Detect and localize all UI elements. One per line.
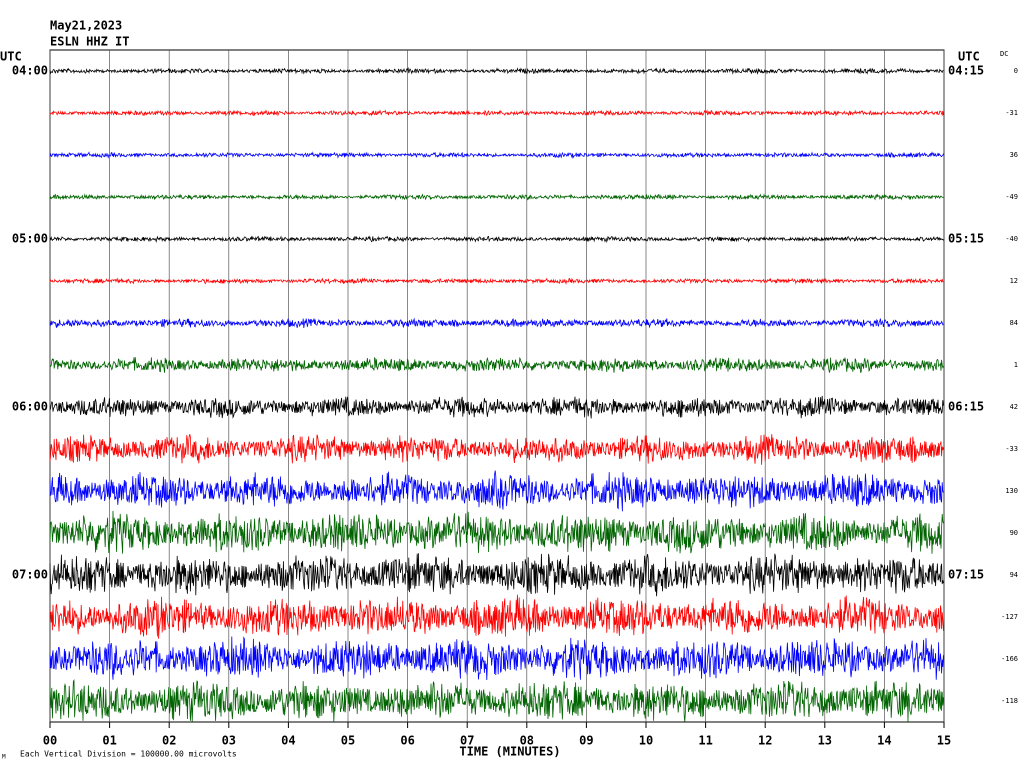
dc-label: DC [1000,50,1008,58]
x-tick-label: 00 [43,734,57,748]
right-time-label: 07:15 [948,568,984,582]
left-time-label: 06:00 [12,400,48,414]
dc-value: -40 [1005,235,1018,243]
dc-value: 0 [1014,67,1018,75]
dc-value: -49 [1005,193,1018,201]
left-time-label: 07:00 [12,568,48,582]
trace [49,553,944,597]
left-axis-label: UTC [0,50,22,64]
trace [49,317,944,329]
trace [49,235,944,244]
trace [49,66,944,75]
trace [49,109,944,117]
right-time-label: 04:15 [948,64,984,78]
dc-value: 36 [1010,151,1018,159]
dc-value: 84 [1010,319,1018,327]
trace [49,356,944,373]
trace [49,434,944,465]
dc-value: 42 [1010,403,1018,411]
right-time-label: 06:15 [948,400,984,414]
dc-value: 1 [1014,361,1018,369]
x-tick-label: 09 [579,734,593,748]
dc-value: -166 [1001,655,1018,663]
x-tick-label: 05 [341,734,355,748]
x-tick-label: 08 [520,734,534,748]
x-tick-label: 12 [758,734,772,748]
trace [49,636,944,681]
x-axis-label: TIME (MINUTES) [459,745,560,759]
footer: Each Vertical Division = 100000.00 micro… [20,750,237,759]
x-tick-label: 14 [877,734,891,748]
right-time-label: 05:15 [948,232,984,246]
dc-value: 94 [1010,571,1018,579]
x-tick-label: 13 [818,734,832,748]
dc-value: -118 [1001,697,1018,705]
x-tick-label: 04 [281,734,295,748]
dc-value: -31 [1005,109,1018,117]
right-axis-label: UTC [958,50,980,64]
dc-value: -33 [1005,445,1018,453]
x-tick-label: 10 [639,734,653,748]
corner-mark: M [2,754,6,761]
x-tick-label: 01 [102,734,116,748]
trace [49,510,944,554]
x-tick-label: 07 [460,734,474,748]
dc-value: 12 [1010,277,1018,285]
x-tick-label: 03 [222,734,236,748]
left-time-label: 04:00 [12,64,48,78]
x-tick-label: 11 [698,734,712,748]
left-time-label: 05:00 [12,232,48,246]
trace [49,193,944,201]
trace [49,470,944,512]
x-tick-label: 15 [937,734,951,748]
trace [49,151,944,159]
trace [49,395,944,419]
dc-value: -127 [1001,613,1018,621]
trace [49,277,944,285]
dc-value: 130 [1005,487,1018,495]
trace [49,594,944,639]
dc-value: 90 [1010,529,1018,537]
x-tick-label: 06 [400,734,414,748]
x-tick-label: 02 [162,734,176,748]
trace [49,679,944,723]
subtitle: ESLN HHZ IT [50,35,129,49]
title: May21,2023 [50,19,122,33]
